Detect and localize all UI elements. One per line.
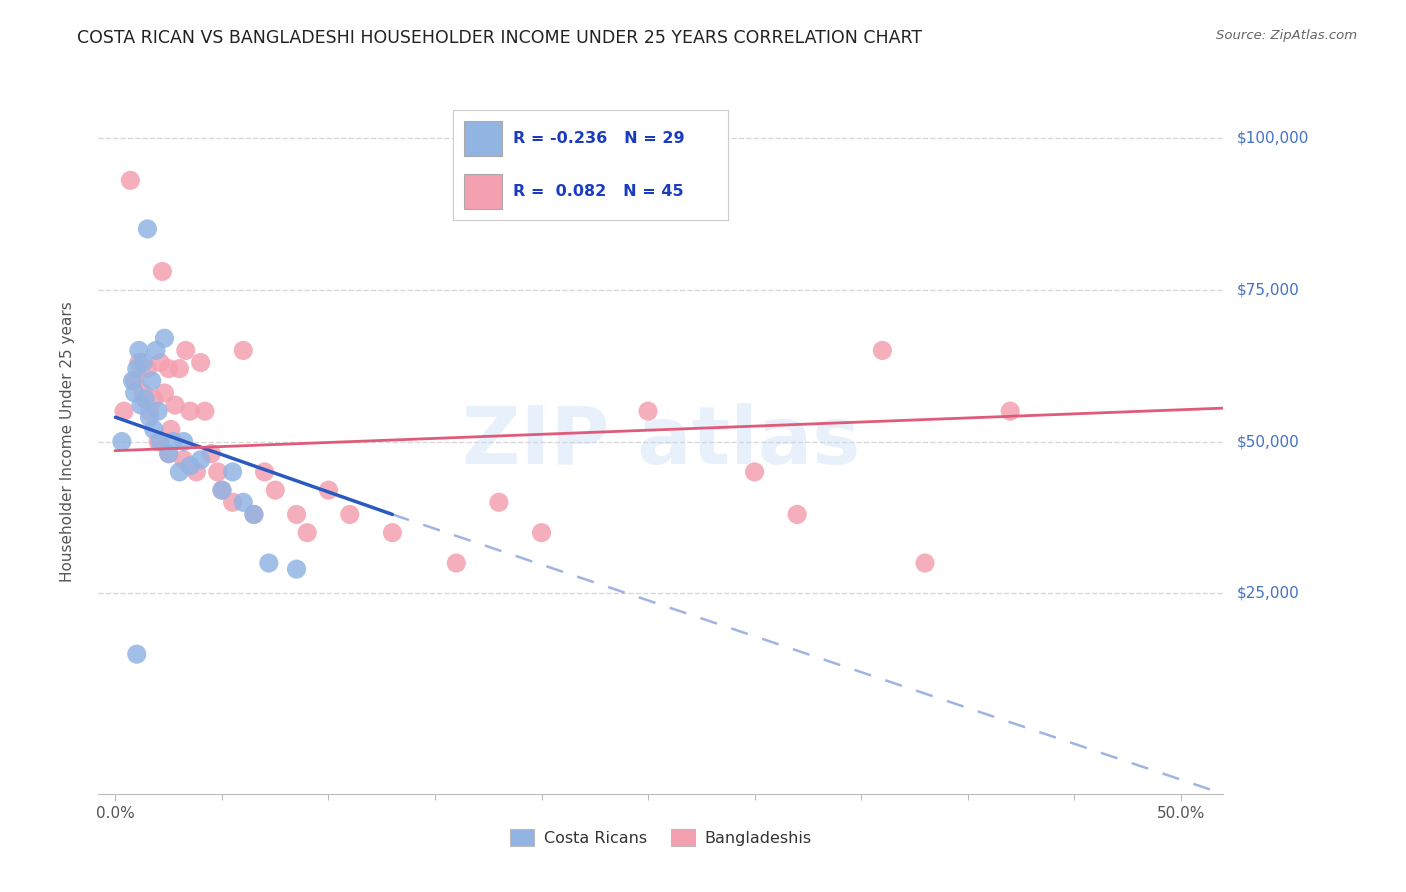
Point — [257, 556, 280, 570]
Point — [173, 452, 195, 467]
Point — [153, 386, 176, 401]
Text: $50,000: $50,000 — [1237, 434, 1301, 449]
Point — [132, 355, 155, 369]
Point — [253, 465, 276, 479]
Text: COSTA RICAN VS BANGLADESHI HOUSEHOLDER INCOME UNDER 25 YEARS CORRELATION CHART: COSTA RICAN VS BANGLADESHI HOUSEHOLDER I… — [77, 29, 922, 46]
Point — [264, 483, 287, 497]
Point — [149, 434, 172, 449]
Point — [149, 355, 172, 369]
Point — [221, 465, 243, 479]
Point — [128, 343, 150, 358]
Point — [169, 361, 191, 376]
Point — [190, 355, 212, 369]
Point — [136, 222, 159, 236]
Point — [153, 331, 176, 345]
Point — [160, 422, 183, 436]
Point — [138, 410, 160, 425]
Point — [200, 447, 222, 461]
Text: Source: ZipAtlas.com: Source: ZipAtlas.com — [1216, 29, 1357, 42]
Point — [120, 173, 142, 187]
Point — [125, 647, 148, 661]
Point — [121, 374, 143, 388]
Point — [232, 343, 254, 358]
Point — [173, 434, 195, 449]
Point — [488, 495, 510, 509]
Point — [179, 458, 201, 473]
Point — [194, 404, 217, 418]
Point — [243, 508, 266, 522]
Point — [339, 508, 361, 522]
Point — [132, 386, 155, 401]
Point — [232, 495, 254, 509]
Point — [128, 355, 150, 369]
Point — [786, 508, 808, 522]
Point — [186, 465, 208, 479]
Text: ZIP atlas: ZIP atlas — [461, 402, 860, 481]
Point — [146, 404, 169, 418]
Point — [111, 434, 134, 449]
Point — [221, 495, 243, 509]
Point — [134, 392, 156, 406]
Point — [914, 556, 936, 570]
Text: $25,000: $25,000 — [1237, 586, 1301, 601]
Point — [998, 404, 1021, 418]
Point — [318, 483, 340, 497]
Point — [157, 447, 180, 461]
Y-axis label: Householder Income Under 25 years: Householder Income Under 25 years — [60, 301, 75, 582]
Point — [637, 404, 659, 418]
Point — [142, 392, 165, 406]
Point — [285, 508, 308, 522]
Point — [162, 434, 184, 449]
Point — [142, 422, 165, 436]
Point — [381, 525, 404, 540]
Point — [744, 465, 766, 479]
Point — [190, 452, 212, 467]
Text: $75,000: $75,000 — [1237, 282, 1301, 297]
Point — [530, 525, 553, 540]
Point — [141, 374, 163, 388]
Point — [446, 556, 468, 570]
Point — [211, 483, 233, 497]
Point — [146, 434, 169, 449]
Point — [145, 343, 167, 358]
Point — [150, 264, 173, 278]
Legend: Costa Ricans, Bangladeshis: Costa Ricans, Bangladeshis — [503, 822, 818, 853]
Point — [169, 465, 191, 479]
Point — [157, 447, 180, 461]
Point — [157, 361, 180, 376]
Point — [179, 404, 201, 418]
Point — [112, 404, 135, 418]
Point — [243, 508, 266, 522]
Point — [124, 374, 146, 388]
Point — [136, 361, 159, 376]
Point — [295, 525, 318, 540]
Point — [165, 398, 187, 412]
Text: $100,000: $100,000 — [1237, 130, 1309, 145]
Point — [138, 404, 160, 418]
Point — [129, 398, 152, 412]
Point — [124, 386, 146, 401]
Point — [125, 361, 148, 376]
Point — [211, 483, 233, 497]
Point — [207, 465, 229, 479]
Point — [174, 343, 197, 358]
Point — [872, 343, 894, 358]
Point — [285, 562, 308, 576]
